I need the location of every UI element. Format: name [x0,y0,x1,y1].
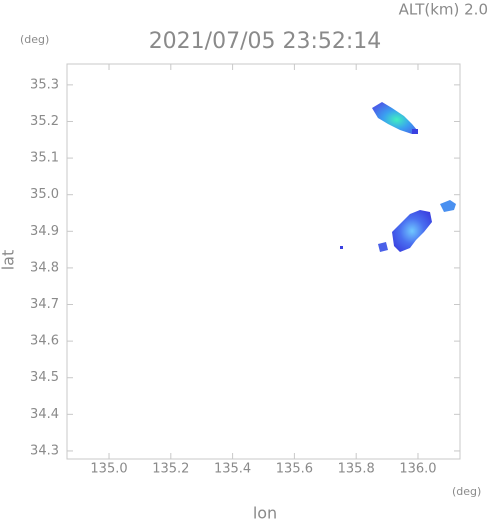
echo [412,129,418,134]
y-tick-label: 34.8 [30,260,59,275]
x-tick-label: 135.4 [214,462,251,477]
x-axis-label: lon [253,504,277,522]
echo [378,242,388,252]
x-tick-label: 135.2 [152,462,189,477]
y-tick-label: 35.2 [30,114,59,129]
echo [340,246,343,249]
y-tick-label: 34.4 [30,407,59,422]
x-tick-label: 135.8 [338,462,375,477]
altitude-label: ALT(km) 2.0 [399,1,488,19]
echo [440,200,456,212]
y-tick-label: 34.5 [30,370,59,385]
y-tick-label: 34.6 [30,334,59,349]
x-tick-label: 136.0 [399,462,436,477]
x-tick-label: 135.6 [276,462,313,477]
y-tick-label: 35.3 [30,77,59,92]
x-tick-label: 135.0 [90,462,127,477]
echo-blobs [340,102,456,252]
y-axis-label: lat [0,250,18,271]
chart-title: 2021/07/05 23:52:14 [149,29,382,54]
y-tick-label: 34.3 [30,443,59,458]
y-unit: (deg) [20,33,49,46]
y-tick-label: 34.9 [30,224,59,239]
echo [372,102,417,134]
plot-frame [66,63,461,460]
y-tick-label: 34.7 [30,297,59,312]
y-tick-label: 35.0 [30,187,59,202]
y-tick-label: 35.1 [30,151,59,166]
echo [392,210,432,252]
x-unit: (deg) [452,485,481,498]
